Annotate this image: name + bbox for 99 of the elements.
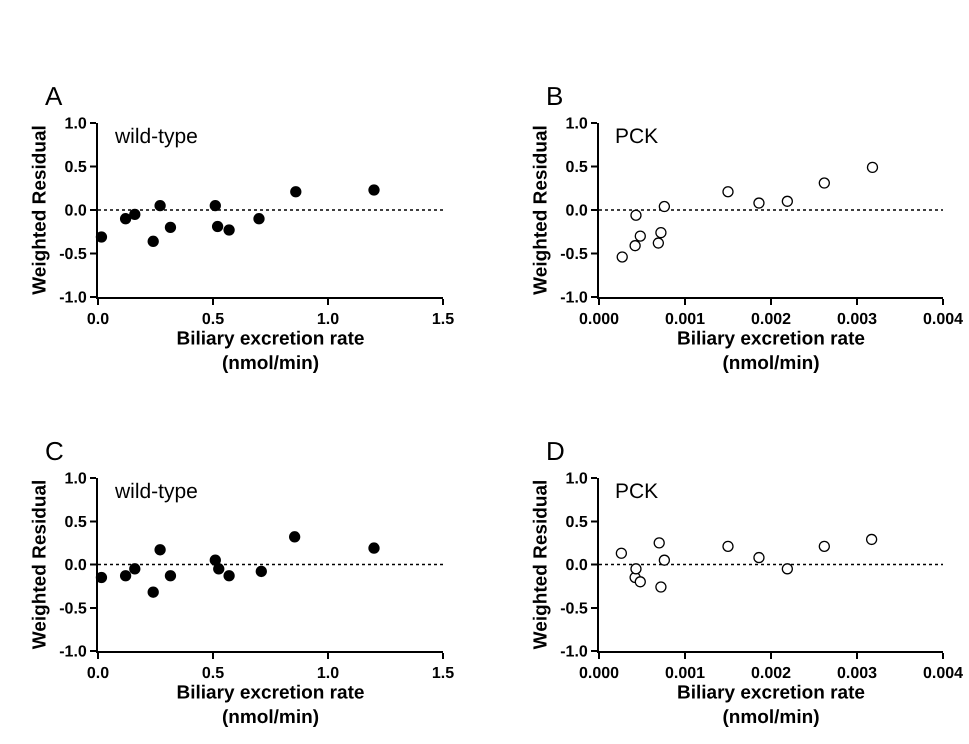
- point: [120, 570, 132, 582]
- point: [129, 563, 140, 574]
- point: [655, 226, 667, 238]
- x-tick-label: 0.002: [750, 665, 792, 682]
- y-tick-label: 0.0: [64, 557, 87, 574]
- point: [129, 208, 140, 220]
- point: [368, 542, 380, 554]
- point: [212, 220, 224, 232]
- point: [223, 570, 235, 582]
- x-tick-label: 0.003: [836, 311, 878, 328]
- point: [753, 552, 765, 564]
- x-tick-label: 0.002: [750, 311, 792, 328]
- point: [630, 210, 642, 221]
- chart-title: B: [546, 81, 564, 111]
- point: [782, 563, 793, 574]
- y-tick-label: 0.0: [566, 557, 588, 574]
- annotation: wild-type: [114, 480, 198, 503]
- point: [658, 200, 670, 212]
- x-axis-title: Biliary excretion rate (nmol/min): [677, 328, 865, 374]
- y-tick-label: 0.0: [64, 202, 87, 220]
- y-tick-label: 1.0: [64, 470, 87, 488]
- y-tick-label: 0.5: [566, 159, 588, 176]
- point: [629, 240, 641, 252]
- point: [866, 162, 878, 174]
- point: [253, 213, 265, 224]
- point: [654, 537, 665, 549]
- y-tick-label: 0.0: [566, 202, 588, 220]
- y-tick-label: 0.5: [64, 159, 87, 176]
- x-tick-label: 1.0: [316, 311, 340, 328]
- x-tick-label: 0.000: [578, 665, 620, 682]
- point: [722, 540, 734, 552]
- point: [634, 230, 646, 242]
- y-tick-label: 1.0: [566, 470, 588, 488]
- point: [164, 570, 176, 582]
- point: [120, 213, 132, 224]
- x-axis-title: Biliary excretion rate (nmol/min): [677, 682, 865, 728]
- point: [148, 586, 159, 598]
- point: [616, 548, 628, 559]
- x-tick-label: 1.5: [432, 665, 454, 682]
- y-tick-label: -0.5: [560, 600, 588, 618]
- point: [164, 222, 176, 234]
- x-tick-label: 0.5: [202, 311, 224, 328]
- x-tick-label: 0.0: [86, 665, 110, 682]
- point: [818, 177, 830, 189]
- y-tick-label: 0.5: [566, 514, 588, 531]
- y-tick-label: 0.5: [64, 514, 87, 531]
- point: [154, 544, 166, 556]
- annotation: PCK: [615, 480, 658, 503]
- point: [630, 563, 642, 574]
- x-tick-label: 0.5: [202, 665, 224, 682]
- point: [753, 197, 765, 209]
- x-axis-title: Biliary excretion rate (nmol/min): [176, 328, 364, 374]
- point: [148, 236, 159, 247]
- point: [290, 186, 302, 198]
- x-tick-label: 0.0: [86, 311, 110, 328]
- point: [213, 563, 224, 574]
- point: [782, 196, 793, 207]
- point: [722, 186, 734, 198]
- y-axis-title: Weighted Residual: [30, 125, 51, 295]
- x-tick-label: 0.001: [664, 665, 706, 682]
- y-tick-label: -1.0: [560, 644, 588, 661]
- point: [154, 200, 166, 212]
- x-tick-label: 0.003: [836, 665, 878, 682]
- chart-title: A: [45, 81, 63, 111]
- chart-title: C: [45, 436, 64, 466]
- y-tick-label: 1.0: [64, 116, 87, 133]
- y-tick-label: -0.5: [59, 246, 87, 264]
- y-tick-label: -0.5: [59, 600, 87, 618]
- y-tick-label: 1.0: [566, 116, 588, 133]
- point: [210, 554, 221, 566]
- x-tick-label: 0.000: [578, 311, 620, 328]
- annotation: PCK: [615, 125, 658, 148]
- y-tick-label: -1.0: [59, 290, 87, 307]
- annotation: wild-type: [114, 125, 198, 148]
- y-axis-title: Weighted Residual: [530, 125, 552, 295]
- point: [368, 184, 380, 196]
- y-axis-title: Weighted Residual: [530, 480, 552, 650]
- point: [616, 251, 628, 263]
- y-tick-label: -1.0: [560, 290, 588, 307]
- x-tick-label: 0.004: [922, 665, 964, 682]
- point: [223, 224, 235, 236]
- x-tick-label: 0.004: [922, 311, 964, 328]
- point: [818, 540, 830, 552]
- point: [289, 531, 300, 542]
- x-tick-label: 1.5: [432, 311, 454, 328]
- point: [634, 576, 646, 588]
- point: [256, 566, 267, 578]
- point: [655, 581, 667, 593]
- point: [866, 534, 878, 546]
- chart-title: D: [546, 436, 565, 466]
- x-tick-label: 0.001: [664, 311, 706, 328]
- x-tick-label: 1.0: [316, 665, 340, 682]
- y-tick-label: -1.0: [59, 644, 87, 661]
- point: [658, 554, 670, 566]
- y-tick-label: -0.5: [560, 246, 588, 264]
- point: [652, 237, 664, 249]
- y-axis-title: Weighted Residual: [30, 480, 51, 650]
- x-axis-title: Biliary excretion rate (nmol/min): [176, 682, 364, 728]
- point: [210, 200, 221, 212]
